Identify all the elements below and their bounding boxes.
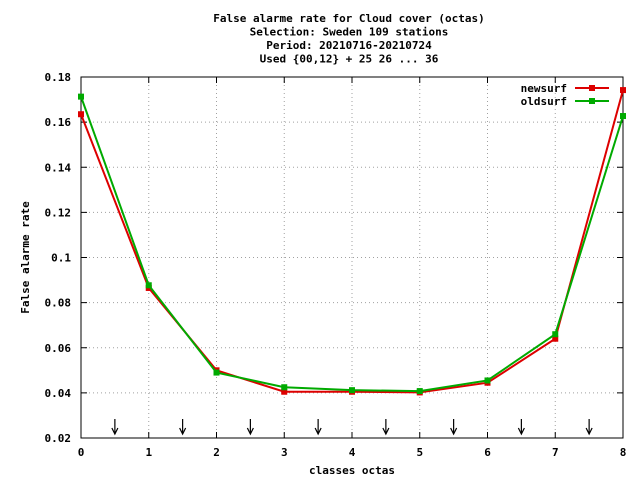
down-arrow-icon (246, 419, 254, 436)
data-point-oldsurf (145, 282, 152, 289)
y-tick-label: 0.06 (45, 342, 72, 355)
title-line: False alarme rate for Cloud cover (octas… (213, 12, 485, 25)
legend-label: oldsurf (521, 95, 567, 108)
axis-ticks: 0 1 2 3 4 5 6 7 8 0.02 0.04 0.06 0.08 0.1 0.12 0.14 0.16… (45, 71, 627, 459)
legend-label: newsurf (521, 82, 567, 95)
grid-lines (81, 77, 623, 438)
y-tick-label: 0.08 (45, 297, 72, 310)
x-tick-label: 2 (213, 446, 220, 459)
title-line: Used {00,12} + 25 26 ... 36 (260, 53, 439, 66)
x-tick-label: 5 (416, 446, 423, 459)
y-tick-label: 0.18 (45, 71, 72, 84)
down-arrow-icon (179, 419, 187, 436)
x-tick-label: 3 (281, 446, 288, 459)
x-tick-label: 1 (145, 446, 152, 459)
chart-title: False alarme rate for Cloud cover (octas… (213, 12, 485, 66)
y-tick-label: 0.02 (45, 432, 72, 445)
data-point-oldsurf (78, 93, 84, 100)
down-arrow-icon (111, 419, 119, 436)
y-tick-label: 0.14 (45, 161, 72, 174)
y-tick-label: 0.16 (45, 116, 72, 129)
y-tick-label: 0.04 (45, 387, 72, 400)
down-arrow-icon (382, 419, 390, 436)
data-point-newsurf (78, 111, 84, 118)
down-arrow-icon (585, 419, 593, 436)
y-tick-label: 0.1 (51, 252, 71, 265)
x-tick-label: 4 (349, 446, 356, 459)
title-line: Selection: Sweden 109 stations (250, 26, 449, 39)
data-point-oldsurf (213, 369, 220, 376)
arrow-markers (111, 419, 593, 436)
data-point-oldsurf (552, 331, 559, 338)
x-tick-label: 6 (484, 446, 491, 459)
y-tick-label: 0.12 (45, 206, 72, 219)
x-tick-label: 8 (620, 446, 627, 459)
title-line: Period: 20210716-20210724 (266, 39, 432, 52)
data-point-oldsurf (620, 113, 626, 120)
legend-marker (589, 98, 595, 104)
down-arrow-icon (450, 419, 458, 436)
x-axis-label: classes octas (309, 464, 395, 477)
data-point-oldsurf (484, 377, 491, 384)
data-point-oldsurf (349, 387, 355, 394)
x-tick-label: 7 (552, 446, 559, 459)
data-point-oldsurf (281, 384, 288, 391)
data-point-newsurf (552, 335, 559, 342)
y-axis-label: False alarme rate (19, 201, 32, 314)
down-arrow-icon (517, 419, 525, 436)
x-tick-label: 0 (78, 446, 85, 459)
data-point-newsurf (281, 388, 288, 395)
legend-marker (589, 85, 595, 91)
series-lines (78, 87, 626, 396)
data-point-newsurf (620, 87, 626, 94)
data-point-oldsurf (416, 388, 423, 395)
down-arrow-icon (314, 419, 322, 436)
